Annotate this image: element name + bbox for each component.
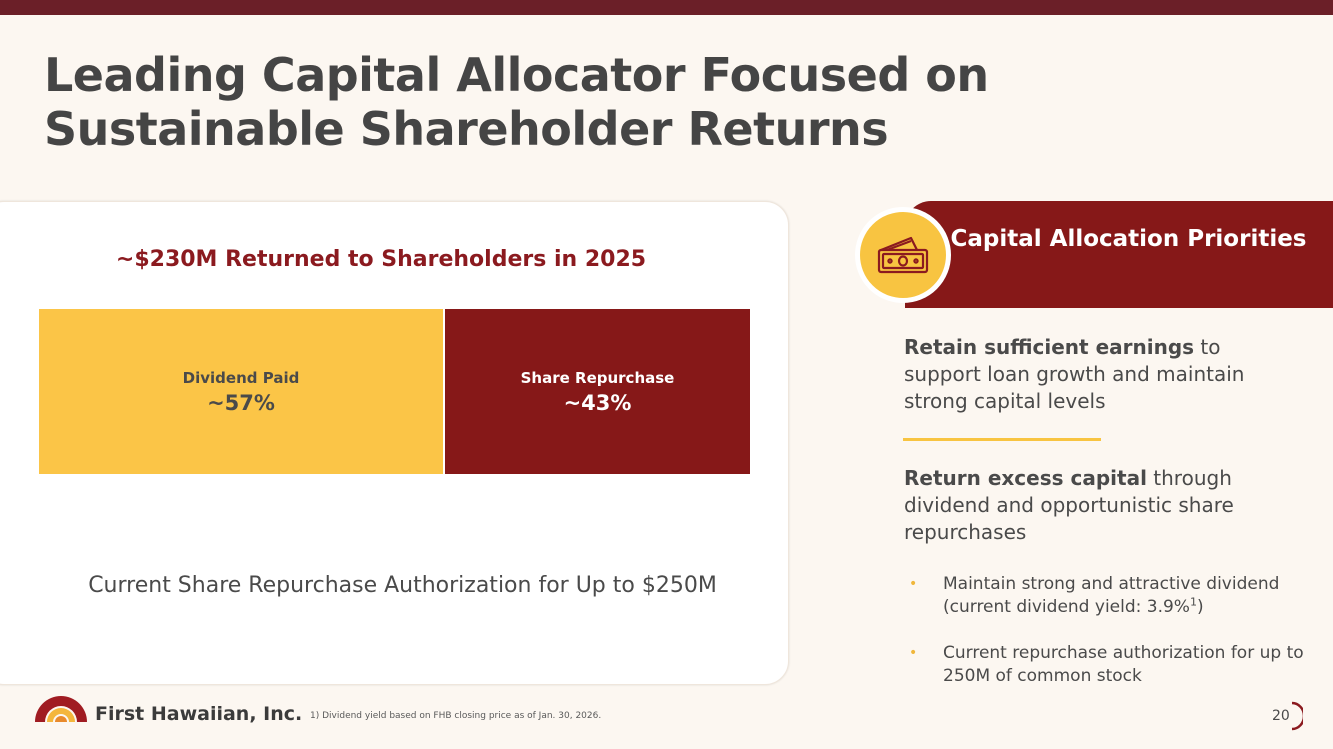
- dividend-label: Dividend Paid: [182, 368, 300, 387]
- bullet-repurchase-text: Current repurchase authorization for up …: [943, 643, 1304, 686]
- returns-heading: ~$230M Returned to Shareholders in 2025: [115, 247, 647, 272]
- priority-return-capital: Return excess capital through dividend a…: [904, 465, 1284, 546]
- bullet-dot-icon: •: [909, 645, 918, 661]
- priorities-banner: [905, 201, 1333, 308]
- repurchase-value: ~43%: [563, 390, 632, 415]
- top-accent-bar: [0, 0, 1333, 15]
- priority-return-bold: Return excess capital: [904, 466, 1147, 490]
- repurchase-segment: Share Repurchase ~43%: [445, 309, 750, 474]
- brand-name: First Hawaiian, Inc.: [95, 703, 303, 725]
- priority-return-text: through dividend and opportunistic share…: [904, 466, 1234, 544]
- money-bill-icon: [855, 207, 951, 303]
- authorization-note: Current Share Repurchase Authorization f…: [88, 573, 717, 598]
- page-title: Leading Capital Allocator Focused on Sus…: [44, 48, 1094, 156]
- priorities-title: Capital Allocation Priorities: [950, 226, 1307, 252]
- bullet-dot-icon: •: [909, 576, 918, 592]
- dividend-value: ~57%: [207, 390, 275, 415]
- dividend-segment: Dividend Paid ~57%: [39, 309, 443, 474]
- bullet-dividend: • Maintain strong and attractive dividend…: [909, 573, 1323, 619]
- bullet-dividend-text: Maintain strong and attractive dividend …: [943, 574, 1280, 617]
- divider: [903, 438, 1101, 441]
- footnote: 1) Dividend yield based on FHB closing p…: [310, 711, 602, 721]
- returns-split-bar: Dividend Paid ~57% Share Repurchase ~43%: [39, 309, 750, 474]
- bullet-repurchase: • Current repurchase authorization for up…: [909, 642, 1323, 688]
- page-title-line2: Sustainable Shareholder Returns: [44, 102, 889, 156]
- priority-retain-text: to support loan growth and maintain stro…: [904, 335, 1245, 413]
- page-number: 20: [1272, 708, 1290, 724]
- priority-retain-earnings: Retain sufficient earnings to support lo…: [904, 334, 1284, 415]
- page-arc-icon: [1291, 701, 1303, 731]
- priority-retain-bold: Retain sufficient earnings: [904, 335, 1195, 359]
- page-title-line1: Leading Capital Allocator Focused on: [44, 48, 989, 102]
- first-hawaiian-logo: [35, 696, 87, 722]
- repurchase-label: Share Repurchase: [520, 368, 675, 387]
- footnote-marker: 1: [1189, 595, 1197, 609]
- bullet-dividend-end: ): [1196, 597, 1204, 617]
